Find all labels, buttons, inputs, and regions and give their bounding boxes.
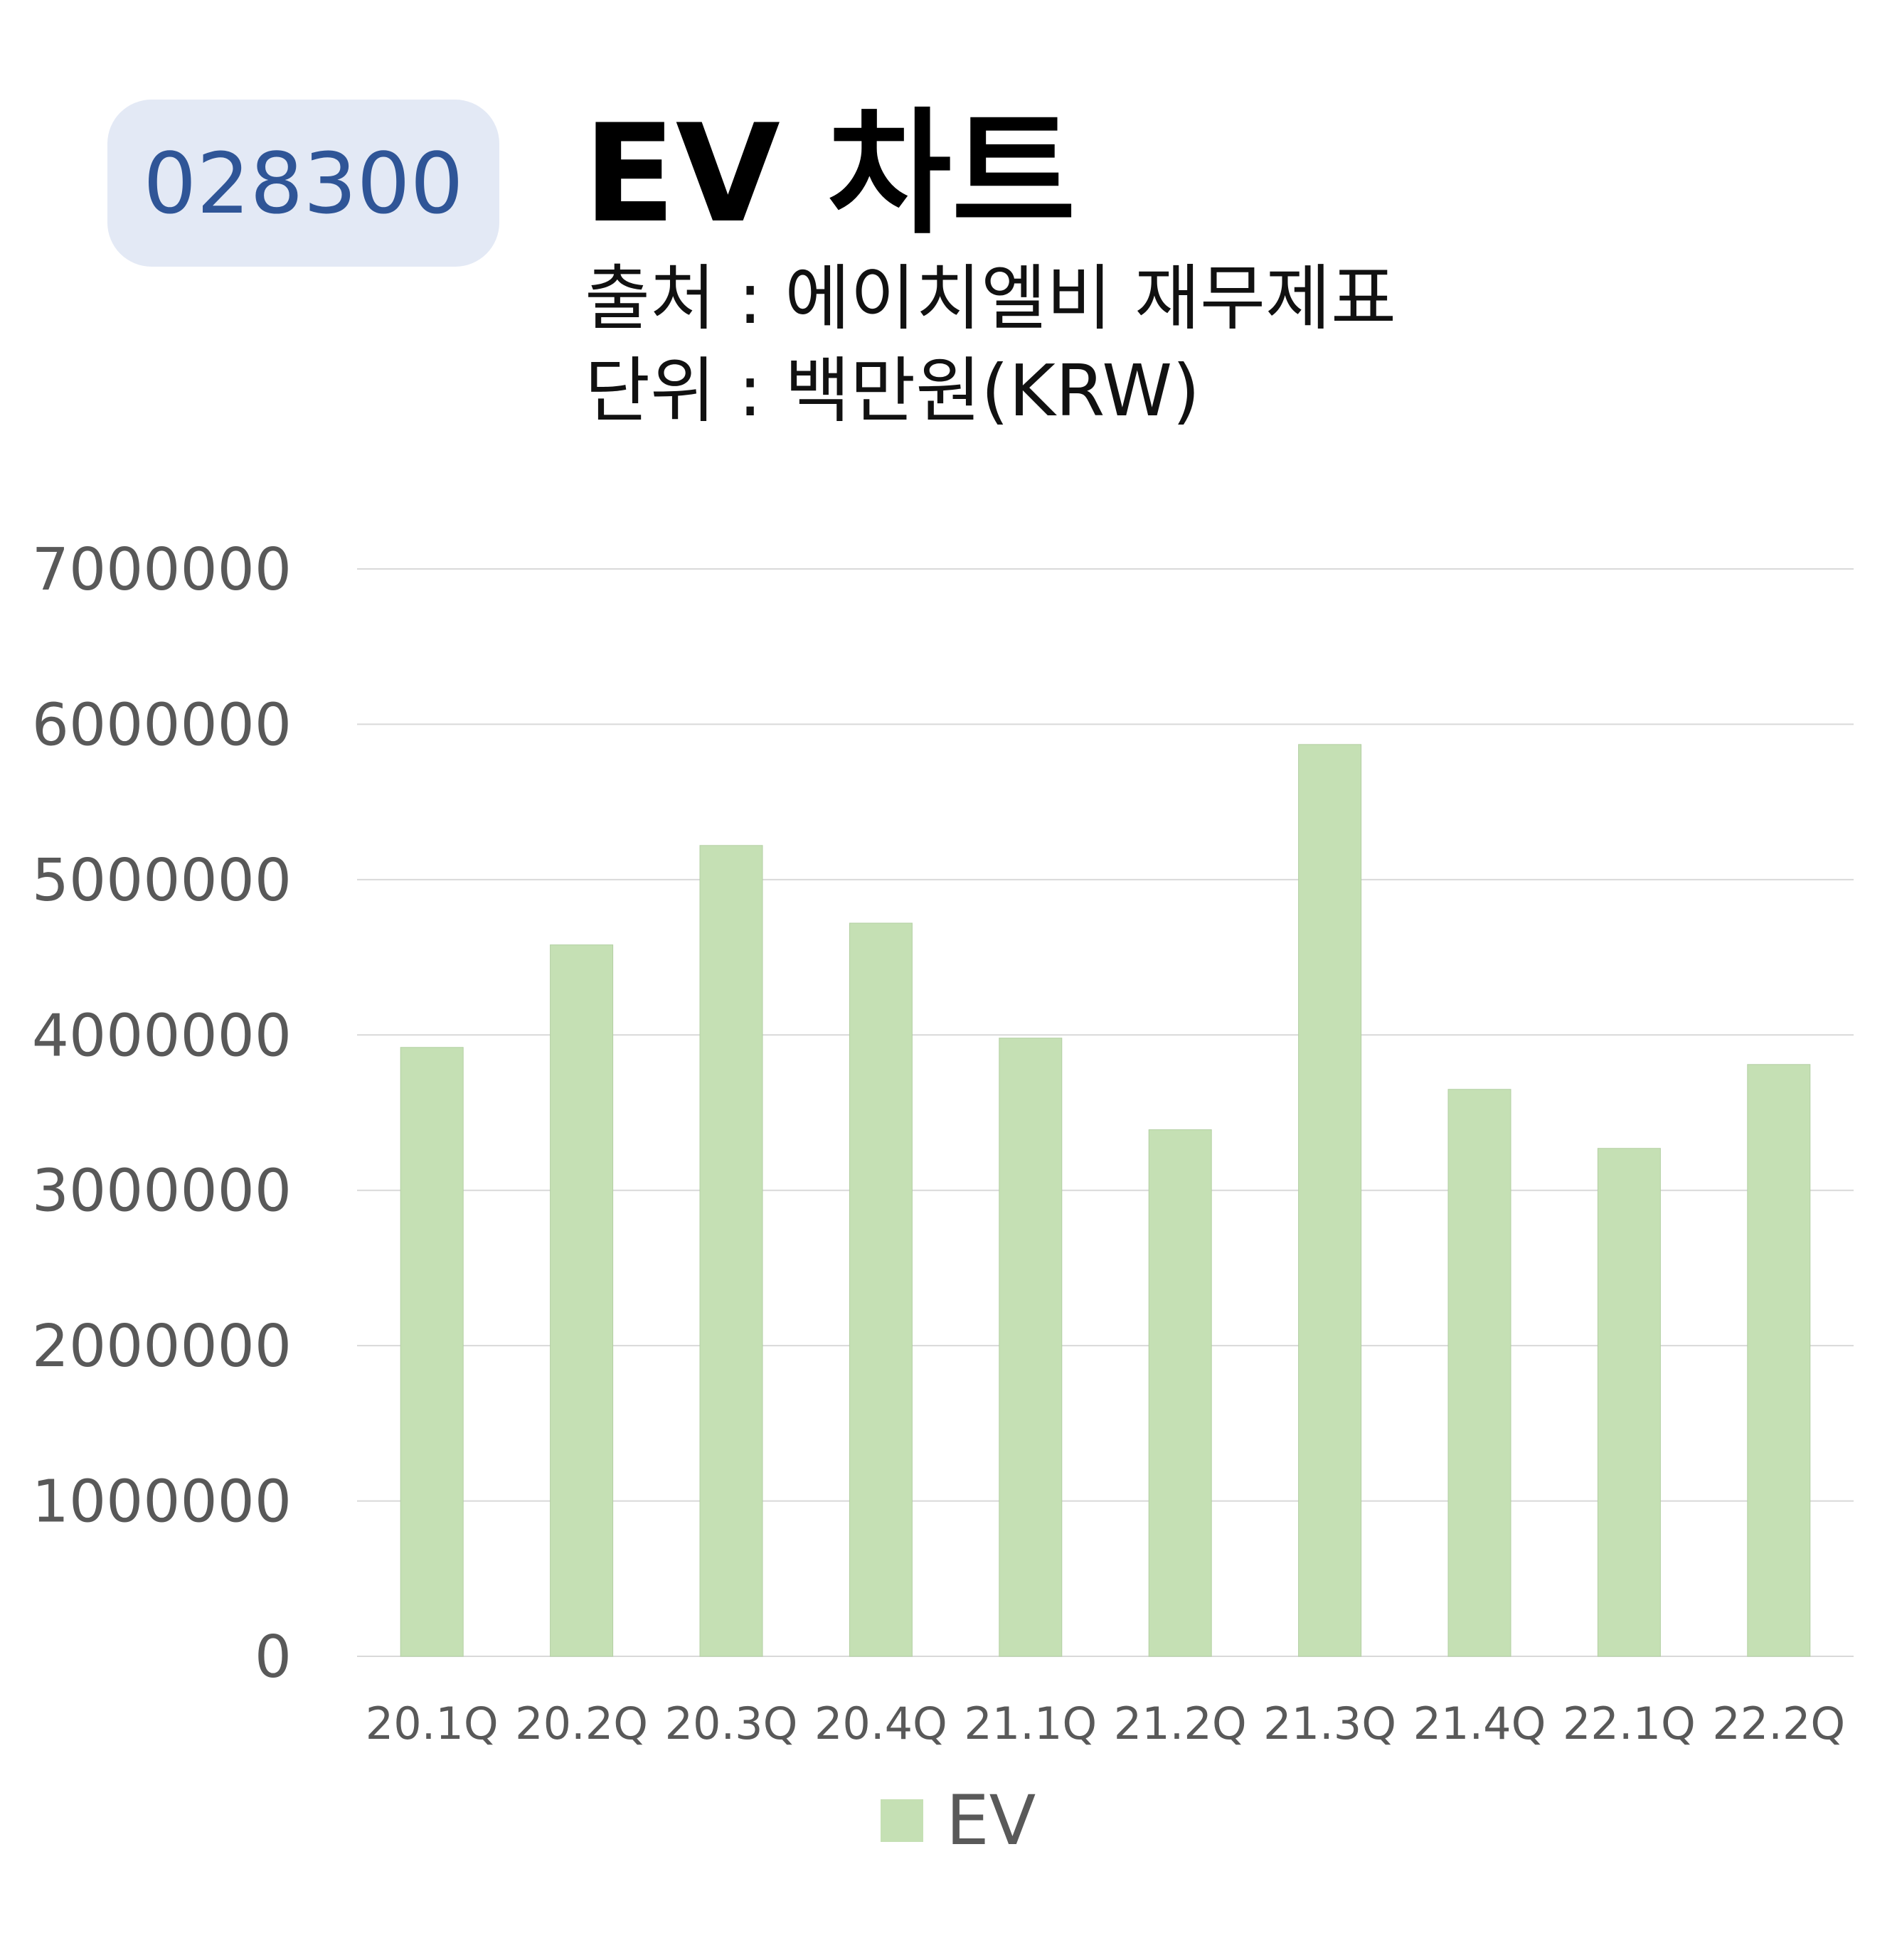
bar-21.1Q — [999, 1038, 1063, 1657]
x-tick-label: 20.4Q — [814, 1698, 947, 1749]
bar-20.3Q — [699, 845, 763, 1657]
unit-note: 단위 : 백만원(KRW) — [585, 349, 1201, 432]
x-tick-label: 21.3Q — [1263, 1698, 1396, 1749]
y-tick-label: 2000000 — [32, 1313, 292, 1380]
x-tick-label: 20.3Q — [665, 1698, 798, 1749]
y-tick-label: 1000000 — [32, 1469, 292, 1536]
x-tick-label: 22.1Q — [1563, 1698, 1696, 1749]
legend-label-ev: EV — [946, 1781, 1036, 1860]
bar-20.2Q — [550, 944, 614, 1657]
bar-22.1Q — [1597, 1148, 1661, 1657]
y-tick-label: 6000000 — [32, 691, 292, 759]
y-tick-label: 3000000 — [32, 1158, 292, 1225]
bar-21.4Q — [1447, 1089, 1511, 1657]
bars — [400, 744, 1811, 1657]
x-tick-label: 22.2Q — [1712, 1698, 1845, 1749]
x-tick-label: 21.1Q — [964, 1698, 1097, 1749]
bar-20.4Q — [849, 922, 913, 1657]
source-note: 출처 : 에이치엘비 재무제표 — [585, 257, 1397, 340]
bar-21.2Q — [1148, 1129, 1212, 1657]
legend: EV — [881, 1781, 1036, 1860]
y-tick-label: 5000000 — [32, 847, 292, 915]
y-tick-label: 0 — [255, 1624, 292, 1691]
bar-20.1Q — [400, 1047, 464, 1657]
x-axis-ticks: 20.1Q 20.2Q 20.3Q 20.4Q 21.1Q 21.2Q 21.3Q 21.4Q… — [366, 1698, 1845, 1749]
x-tick-label: 21.2Q — [1114, 1698, 1247, 1749]
stock-code-badge: 028300 — [107, 100, 499, 267]
bar-21.3Q — [1298, 744, 1362, 1657]
legend-swatch-ev — [881, 1799, 923, 1842]
x-tick-label: 20.2Q — [515, 1698, 648, 1749]
x-tick-label: 21.4Q — [1413, 1698, 1546, 1749]
y-tick-label: 4000000 — [32, 1002, 292, 1070]
y-axis-ticks: 0 1000000 2000000 3000000 4000000 5000000 6000… — [32, 536, 292, 1691]
y-tick-label: 7000000 — [32, 536, 292, 604]
x-tick-label: 20.1Q — [366, 1698, 499, 1749]
bar-22.2Q — [1747, 1064, 1811, 1657]
chart-title: EV 차트 — [583, 95, 1076, 252]
stock-code: 028300 — [143, 134, 464, 233]
